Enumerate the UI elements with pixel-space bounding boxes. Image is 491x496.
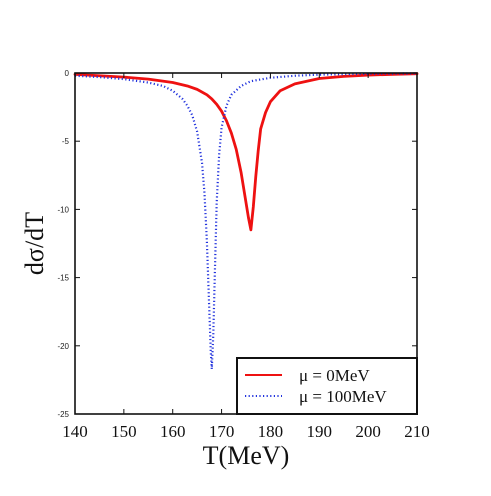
x-tick-label-4: 180	[258, 422, 284, 441]
x-tick-label-6: 200	[355, 422, 381, 441]
legend-label-mu-0: μ = 0MeV	[299, 366, 370, 385]
x-tick-label-0: 140	[62, 422, 88, 441]
y-axis-label: dσ/dT	[20, 212, 49, 275]
legend: μ = 0MeV μ = 100MeV	[236, 357, 418, 415]
x-tick-label-3: 170	[209, 422, 235, 441]
plot-lines	[73, 72, 419, 371]
x-tick-label-7: 210	[404, 422, 430, 441]
y-tick-label-0: 0	[65, 69, 70, 78]
y-tick-label-3: -15	[57, 274, 69, 283]
y-tick-label-1: -5	[62, 137, 70, 146]
legend-box	[236, 357, 418, 415]
x-tick-label-2: 160	[160, 422, 186, 441]
y-tick-label-2: -10	[57, 205, 69, 214]
series-line-0	[73, 72, 419, 232]
series-line-1	[74, 72, 418, 371]
y-tick-label-5: -25	[57, 410, 69, 419]
x-tick-label-5: 190	[307, 422, 333, 441]
y-tick-label-4: -20	[57, 342, 69, 351]
x-tick-label-1: 150	[111, 422, 137, 441]
x-axis-label: T(MeV)	[203, 441, 290, 470]
legend-label-mu-100: μ = 100MeV	[299, 387, 387, 406]
tick-labels: 140 150 160 170 180 190 200 210 0 -5 -10 -15 -20 -25	[57, 69, 429, 441]
